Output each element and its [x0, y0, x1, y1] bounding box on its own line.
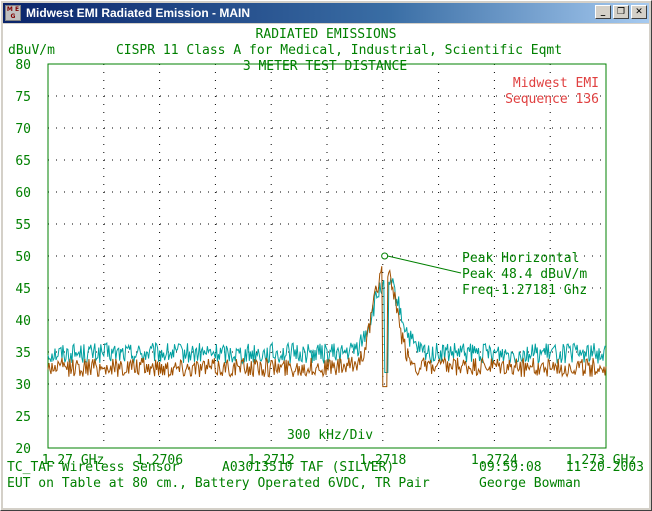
- y-tick-label: 65: [15, 154, 31, 169]
- axis-ticks: 20 25 30 35 40 45 50 55 60 65 70 75 80 1.27 GHz 1.2706…: [15, 58, 636, 468]
- window-title: Midwest EMI Radiated Emission - MAIN: [26, 6, 251, 20]
- y-tick-label: 70: [15, 122, 31, 137]
- plot-frame: [47, 63, 607, 449]
- x-tick-label: 1.2706: [136, 453, 183, 468]
- x-tick-label: 1.2712: [248, 453, 295, 468]
- x-tick-label: 1.273 GHz: [566, 453, 636, 468]
- test-setup: EUT on Table at 80 cm., Battery Operated…: [7, 476, 430, 491]
- peak-label-value: Peak 48.4 dBuV/m: [462, 267, 587, 282]
- peak-marker: [381, 252, 389, 260]
- operator-name: George Bowman: [479, 476, 581, 491]
- minimize-button[interactable]: _: [595, 5, 611, 19]
- series-group: [47, 266, 607, 388]
- y-tick-label: 25: [15, 410, 31, 425]
- y-tick-label: 50: [15, 250, 31, 265]
- y-tick-label: 20: [15, 442, 31, 457]
- series-trace: [47, 278, 606, 373]
- x-tick-label: 1.2718: [359, 453, 406, 468]
- division-label: 300 kHz/Div: [287, 428, 373, 443]
- y-tick-label: 75: [15, 90, 31, 105]
- test-time: 09:59:08: [479, 460, 542, 475]
- test-date: 11-20-2003: [566, 460, 644, 475]
- header-title: RADIATED EMISSIONS: [256, 27, 397, 42]
- x-tick-label: 1.2724: [471, 453, 518, 468]
- maximize-button[interactable]: ❐: [613, 5, 629, 19]
- y-tick-label: 35: [15, 346, 31, 361]
- y-tick-label: 80: [15, 58, 31, 73]
- peak-label-frequency: Freq-1.27181 Ghz: [462, 283, 587, 298]
- emissions-chart: 20 25 30 35 40 45 50 55 60 65 70 75 80 1.27 GHz 1.2706…: [7, 27, 644, 491]
- y-tick-label: 55: [15, 218, 31, 233]
- app-logo-icon: M E G: [5, 5, 21, 21]
- y-tick-label: 60: [15, 186, 31, 201]
- header-distance: 3 METER TEST DISTANCE: [243, 59, 407, 74]
- peak-label-polarity: Peak Horizontal: [462, 251, 579, 266]
- plot-area: 20 25 30 35 40 45 50 55 60 65 70 75 80 1.27 GHz 1.2706…: [3, 24, 649, 508]
- close-button[interactable]: ✕: [631, 5, 647, 19]
- brand-name: Midwest EMI: [513, 76, 599, 91]
- eut-name: TC_TAF Wireless Sensor: [7, 460, 179, 475]
- y-tick-label: 30: [15, 378, 31, 393]
- y-tick-label: 40: [15, 314, 31, 329]
- series-trace: [47, 266, 607, 388]
- sequence-label: Sequence 136: [505, 92, 599, 107]
- peak-leader-line: [387, 255, 462, 274]
- eut-id: A03013510 TAF (SILVER): [222, 460, 394, 475]
- x-tick-label: 1.27 GHz: [42, 453, 105, 468]
- header-standard: CISPR 11 Class A for Medical, Industrial…: [116, 43, 562, 58]
- title-bar[interactable]: M E G Midwest EMI Radiated Emission - MA…: [3, 3, 649, 23]
- y-tick-label: 45: [15, 282, 31, 297]
- window-controls: _ ❐ ✕: [593, 5, 647, 19]
- y-axis-unit: dBuV/m: [8, 43, 55, 58]
